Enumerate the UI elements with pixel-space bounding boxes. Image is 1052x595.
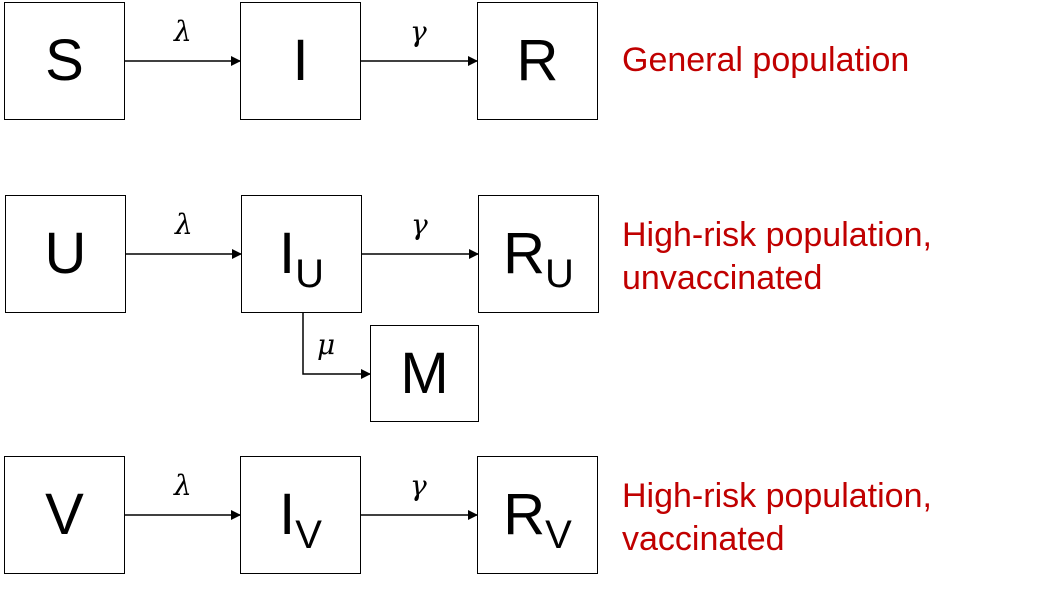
description-unvaccinated: High-risk population, unvaccinated <box>622 214 932 300</box>
compartment-label: I <box>292 28 309 93</box>
compartment-label: R <box>516 28 559 93</box>
rate-lambda: λ <box>174 15 192 48</box>
compartment-v: V <box>4 456 125 574</box>
compartment-i: I <box>240 2 361 120</box>
description-line: High-risk population, <box>622 216 932 254</box>
description-line: General population <box>622 41 910 79</box>
rate-gamma: γ <box>411 208 428 241</box>
description-line: unvaccinated <box>622 259 823 297</box>
description-line: High-risk population, <box>622 477 932 515</box>
rate-lambda: λ <box>175 208 193 241</box>
rate-gamma: γ <box>410 15 427 48</box>
compartment-rv: RV <box>477 456 598 574</box>
description-line: vaccinated <box>622 520 785 558</box>
compartment-label: M <box>400 340 449 406</box>
rate-gamma: γ <box>410 469 427 502</box>
description-vaccinated: High-risk population, vaccinated <box>622 475 932 561</box>
compartment-label: S <box>45 28 84 93</box>
compartment-label: RV <box>503 482 572 557</box>
compartment-label: IV <box>279 482 322 557</box>
rate-lambda: λ <box>174 469 192 502</box>
compartment-label: RU <box>503 221 574 296</box>
compartment-u: U <box>5 195 126 313</box>
rate-mu: μ <box>317 328 336 361</box>
compartment-m: M <box>370 325 479 422</box>
compartment-label: V <box>45 482 84 547</box>
compartment-s: S <box>4 2 125 120</box>
compartment-r: R <box>477 2 598 120</box>
compartment-label: U <box>44 221 87 286</box>
arrow-iu-to-m <box>302 312 371 379</box>
compartment-iv: IV <box>240 456 361 574</box>
compartment-iu: IU <box>241 195 362 313</box>
compartment-ru: RU <box>478 195 599 313</box>
description-general: General population <box>622 39 909 82</box>
compartment-label: IU <box>278 221 324 296</box>
